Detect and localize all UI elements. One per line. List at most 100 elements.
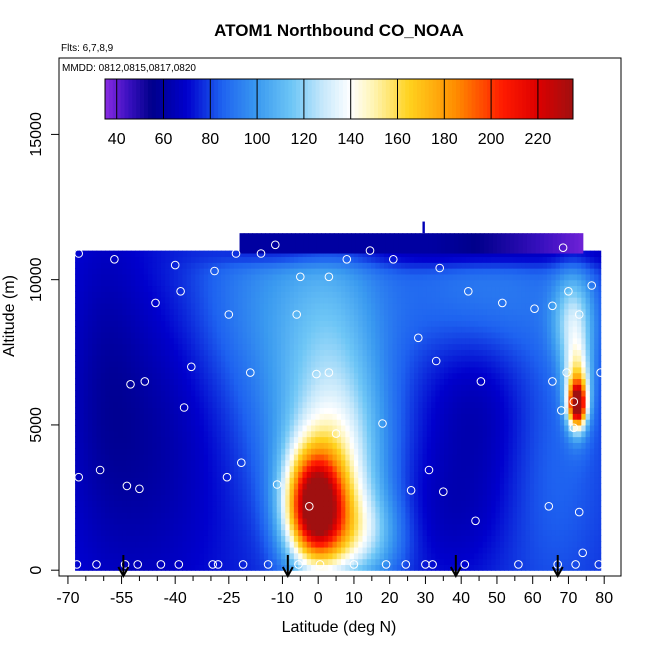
heatmap-cell: [409, 546, 415, 554]
heatmap-cell: [336, 302, 342, 310]
heatmap-cell: [366, 331, 372, 339]
heatmap-cell: [426, 250, 432, 258]
heatmap-cell: [306, 273, 312, 281]
heatmap-cell: [182, 384, 188, 391]
heatmap-cell: [375, 401, 381, 409]
heatmap-cell: [195, 424, 201, 432]
heatmap-cell: [341, 366, 346, 374]
heatmap-cell: [259, 308, 265, 316]
heatmap-cell: [311, 512, 316, 519]
heatmap-cell: [156, 256, 162, 263]
heatmap-cell: [336, 453, 342, 461]
heatmap-cell: [396, 355, 402, 362]
heatmap-cell: [79, 407, 85, 414]
heatmap-cell: [349, 262, 355, 269]
heatmap-cell: [341, 273, 346, 281]
heatmap-cell: [126, 314, 132, 321]
heatmap-cell: [276, 378, 282, 385]
heatmap-cell: [302, 366, 308, 374]
heatmap-cell: [366, 558, 372, 565]
heatmap-cell: [160, 326, 166, 333]
heatmap-cell: [456, 546, 462, 554]
heatmap-cell: [276, 256, 282, 263]
heatmap-cell: [285, 546, 291, 554]
heatmap-cell: [349, 500, 355, 507]
heatmap-cell: [109, 465, 115, 473]
heatmap-cell: [311, 326, 316, 333]
heatmap-cell: [336, 564, 342, 571]
heatmap-cell: [353, 314, 359, 321]
heatmap-cell: [268, 366, 274, 374]
heatmap-cell: [422, 268, 428, 275]
heatmap-cell: [109, 390, 115, 397]
heatmap-cell: [259, 436, 265, 443]
heatmap-cell: [439, 552, 445, 560]
heatmap-cell: [435, 314, 441, 321]
heatmap-cell: [409, 407, 415, 414]
heatmap-cell: [109, 517, 115, 525]
heatmap-cell: [173, 378, 179, 385]
heatmap-cell: [173, 273, 179, 281]
heatmap-cell: [199, 320, 205, 327]
heatmap-cell: [345, 523, 351, 531]
heatmap-cell: [79, 453, 85, 461]
heatmap-cell: [186, 546, 192, 554]
heatmap-cell: [444, 558, 449, 565]
heatmap-cell: [431, 552, 437, 560]
heatmap-cell: [250, 302, 256, 310]
heatmap-cell: [139, 390, 145, 397]
heatmap-cell: [336, 366, 342, 374]
heatmap-cell: [186, 372, 192, 380]
heatmap-cell: [276, 413, 282, 420]
heatmap-cell: [169, 343, 175, 350]
heatmap-cell: [405, 250, 411, 258]
heatmap-cell: [199, 390, 205, 397]
heatmap-cell: [289, 390, 295, 397]
heatmap-cell: [259, 355, 265, 362]
heatmap-cell: [383, 390, 389, 397]
heatmap-cell: [392, 500, 398, 507]
heatmap-cell: [122, 337, 128, 345]
heatmap-cell: [366, 523, 372, 531]
heatmap-cell: [238, 326, 243, 333]
heatmap-cell: [358, 453, 364, 461]
heatmap-cell: [379, 436, 385, 443]
heatmap-cell: [130, 390, 136, 397]
heatmap-cell: [405, 308, 411, 316]
heatmap-cell: [220, 401, 226, 409]
heatmap-cell: [306, 401, 312, 409]
heatmap-cell: [306, 494, 312, 502]
heatmap-cell: [126, 541, 132, 548]
heatmap-cell: [306, 331, 312, 339]
heatmap-cell: [255, 407, 261, 414]
heatmap-cell: [336, 413, 342, 420]
heatmap-cell: [178, 512, 183, 519]
heatmap-cell: [160, 268, 166, 275]
heatmap-cell: [87, 465, 93, 473]
heatmap-cell: [414, 407, 419, 414]
heatmap-cell: [195, 436, 201, 443]
heatmap-cell: [255, 378, 261, 385]
heatmap-cell: [414, 535, 419, 542]
heatmap-cell: [109, 500, 115, 507]
heatmap-cell: [349, 558, 355, 565]
heatmap-cell: [148, 517, 153, 525]
heatmap-cell: [371, 337, 376, 345]
heatmap-cell: [336, 390, 342, 397]
heatmap-cell: [456, 337, 462, 345]
heatmap-cell: [323, 337, 329, 345]
heatmap-cell: [396, 320, 402, 327]
heatmap-cell: [190, 256, 196, 263]
heatmap-cell: [388, 453, 394, 461]
heatmap-cell: [311, 279, 316, 287]
heatmap-cell: [160, 436, 166, 443]
heatmap-cell: [190, 314, 196, 321]
heatmap-cell: [238, 320, 243, 327]
heatmap-cell: [83, 285, 89, 292]
heatmap-cell: [152, 314, 158, 321]
heatmap-cell: [375, 494, 381, 502]
heatmap-cell: [383, 448, 389, 455]
heatmap-cell: [130, 331, 136, 339]
heatmap-cell: [92, 407, 98, 414]
heatmap-cell: [130, 308, 136, 316]
